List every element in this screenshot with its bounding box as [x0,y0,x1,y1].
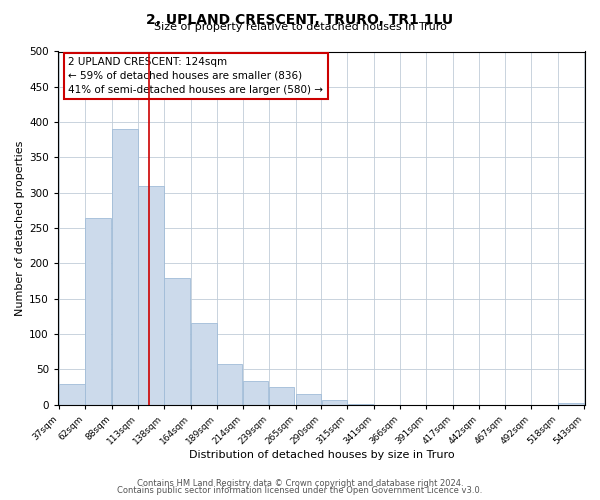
Bar [164,278,190,404]
Bar [191,324,217,404]
Bar [296,394,322,404]
Y-axis label: Number of detached properties: Number of detached properties [15,140,25,316]
Bar [138,186,164,404]
Bar [59,384,85,404]
Bar [217,364,242,405]
Bar [112,129,137,404]
Text: Contains HM Land Registry data © Crown copyright and database right 2024.: Contains HM Land Registry data © Crown c… [137,478,463,488]
Bar [322,400,347,404]
Text: Size of property relative to detached houses in Truro: Size of property relative to detached ho… [154,22,446,32]
Bar [85,218,111,404]
Text: Contains public sector information licensed under the Open Government Licence v3: Contains public sector information licen… [118,486,482,495]
Bar [243,382,268,404]
X-axis label: Distribution of detached houses by size in Truro: Distribution of detached houses by size … [188,450,454,460]
Bar [269,387,295,404]
Text: 2, UPLAND CRESCENT, TRURO, TR1 1LU: 2, UPLAND CRESCENT, TRURO, TR1 1LU [146,12,454,26]
Text: 2 UPLAND CRESCENT: 124sqm
← 59% of detached houses are smaller (836)
41% of semi: 2 UPLAND CRESCENT: 124sqm ← 59% of detac… [68,57,323,95]
